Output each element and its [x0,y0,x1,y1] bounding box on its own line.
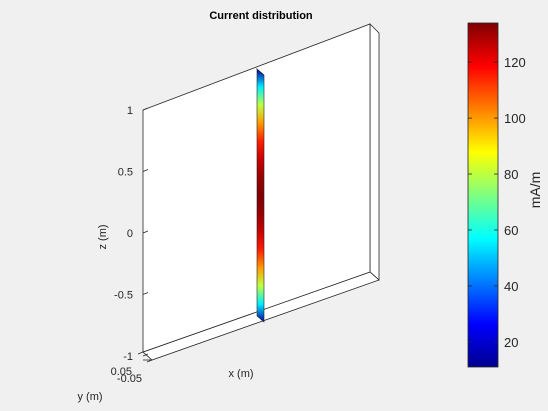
x-axis-label: x (m) [228,368,253,380]
z-tick-mark [142,353,149,357]
colorbar-tick-label: 40 [504,279,518,294]
colorbar-tick-label: 60 [504,223,518,238]
chart-title: Current distribution [209,10,313,22]
colorbar-tick-label: 80 [504,167,518,182]
plate-right-side [369,23,380,281]
y-tick-label: -0.05 [117,373,142,385]
z-axis: 1 0.5 0 -0.5 -1 [114,105,149,363]
z-axis-label: z (m) [97,224,109,249]
y-tick-mark [146,359,153,363]
y-axis: 0.05-0.05 [111,351,153,385]
z-tick-mark [142,230,149,234]
plate-front-face [142,23,371,353]
z-tick-label: 0 [127,228,133,240]
z-tick-mark [142,169,149,172]
colorbar-tick-label: 20 [504,335,518,350]
colorbar: 20 40 60 80 100 120 [467,22,526,368]
z-tick-label: 0.5 [118,167,133,179]
z-tick-label: 1 [127,105,133,117]
colorbar-label: mA/m [527,172,543,209]
colorbar-tick-label: 120 [504,55,526,70]
y-tick-label: 0.05 [111,366,132,378]
dipole-current-strip [255,67,265,323]
z-tick-label: -1 [123,351,133,363]
colorbar-gradient [467,22,499,368]
z-tick-mark [142,107,149,111]
dipole-top-edge [255,67,265,76]
y-axis-label: y (m) [77,391,102,403]
z-tick-mark [142,292,149,295]
dipole-front [256,68,265,323]
z-tick-label: -0.5 [114,290,133,302]
colorbar-ticks: 20 40 60 80 100 120 [468,55,526,350]
colorbar-tick-label: 100 [504,111,526,126]
y-tick-mark [137,351,144,355]
